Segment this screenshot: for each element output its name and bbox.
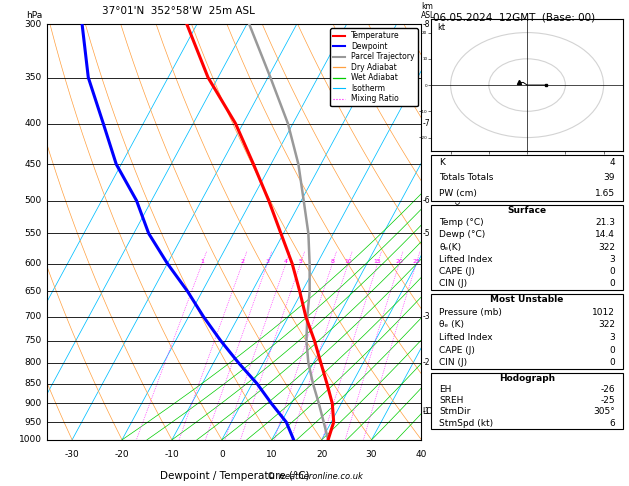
Text: -1: -1 [422,407,430,416]
Text: -20: -20 [114,450,130,459]
Text: -26: -26 [601,385,615,394]
Text: Temp (°C): Temp (°C) [439,218,484,227]
Text: CIN (J): CIN (J) [439,358,467,367]
Text: 700: 700 [25,312,42,321]
Text: CIN (J): CIN (J) [439,279,467,288]
Text: km
ASL: km ASL [421,2,436,20]
Text: 0: 0 [610,279,615,288]
Text: 750: 750 [25,336,42,345]
Text: -25: -25 [601,396,615,405]
Text: 350: 350 [25,73,42,82]
Text: Mixing Ratio (g/kg): Mixing Ratio (g/kg) [454,192,464,272]
Text: 1.65: 1.65 [595,189,615,197]
Text: 1: 1 [200,259,204,264]
Text: 40: 40 [416,450,427,459]
Text: 39: 39 [604,173,615,182]
Text: 6: 6 [610,418,615,428]
Text: 25: 25 [412,259,420,264]
Text: 322: 322 [598,320,615,330]
Text: SREH: SREH [439,396,464,405]
Text: Totals Totals: Totals Totals [439,173,494,182]
Text: Lifted Index: Lifted Index [439,333,493,342]
Text: 1012: 1012 [592,308,615,317]
Text: Surface: Surface [508,206,547,215]
Text: 1000: 1000 [19,435,42,444]
Text: Most Unstable: Most Unstable [491,295,564,304]
Text: 4: 4 [284,259,287,264]
Text: θₑ (K): θₑ (K) [439,320,464,330]
FancyBboxPatch shape [431,294,623,369]
Text: Dewp (°C): Dewp (°C) [439,230,486,240]
Text: LCL: LCL [422,407,436,416]
Text: 322: 322 [598,243,615,252]
Text: 10: 10 [344,259,352,264]
Text: EH: EH [439,385,452,394]
Text: 950: 950 [25,417,42,427]
Text: Lifted Index: Lifted Index [439,255,493,264]
Text: 20: 20 [316,450,327,459]
Text: 21.3: 21.3 [595,218,615,227]
Text: 450: 450 [25,160,42,169]
Text: -6: -6 [422,196,430,205]
Text: 06.05.2024  12GMT  (Base: 00): 06.05.2024 12GMT (Base: 00) [433,12,595,22]
Text: -10: -10 [165,450,179,459]
Text: 20: 20 [395,259,403,264]
Text: CAPE (J): CAPE (J) [439,346,475,355]
Text: 37°01'N  352°58'W  25m ASL: 37°01'N 352°58'W 25m ASL [102,6,255,16]
Text: -2: -2 [422,358,430,367]
Text: PW (cm): PW (cm) [439,189,477,197]
Text: 800: 800 [25,358,42,367]
Text: 0: 0 [610,358,615,367]
Text: -8: -8 [422,20,430,29]
Text: hPa: hPa [26,11,43,20]
Text: Pressure (mb): Pressure (mb) [439,308,502,317]
Text: StmDir: StmDir [439,407,470,417]
Text: 14.4: 14.4 [595,230,615,240]
Text: © weatheronline.co.uk: © weatheronline.co.uk [267,472,362,481]
Text: 305°: 305° [593,407,615,417]
Text: Dewpoint / Temperature (°C): Dewpoint / Temperature (°C) [160,471,309,481]
FancyBboxPatch shape [431,373,623,429]
Legend: Temperature, Dewpoint, Parcel Trajectory, Dry Adiabat, Wet Adiabat, Isotherm, Mi: Temperature, Dewpoint, Parcel Trajectory… [330,28,418,106]
Text: CAPE (J): CAPE (J) [439,267,475,276]
Text: 0: 0 [610,267,615,276]
Text: -7: -7 [422,119,430,128]
Text: Hodograph: Hodograph [499,374,555,383]
Text: kt: kt [437,23,445,33]
FancyBboxPatch shape [431,155,623,201]
Text: -30: -30 [65,450,79,459]
Text: 3: 3 [265,259,269,264]
Text: -3: -3 [422,312,430,321]
Text: StmSpd (kt): StmSpd (kt) [439,418,493,428]
Text: 8: 8 [330,259,334,264]
FancyBboxPatch shape [431,205,623,290]
Text: 5: 5 [298,259,302,264]
Text: 0: 0 [610,346,615,355]
Text: 500: 500 [25,196,42,205]
Text: 3: 3 [610,333,615,342]
Text: -5: -5 [422,229,430,238]
Text: 4: 4 [610,158,615,167]
Text: 850: 850 [25,379,42,388]
Text: 600: 600 [25,259,42,268]
Text: 10: 10 [266,450,277,459]
Text: 30: 30 [366,450,377,459]
Text: θₑ(K): θₑ(K) [439,243,461,252]
Text: 300: 300 [25,20,42,29]
Text: 900: 900 [25,399,42,408]
Text: 15: 15 [374,259,381,264]
Text: 3: 3 [610,255,615,264]
Text: 0: 0 [219,450,225,459]
Text: 650: 650 [25,287,42,295]
Text: 400: 400 [25,119,42,128]
Text: 550: 550 [25,229,42,238]
Text: K: K [439,158,445,167]
Text: 2: 2 [240,259,244,264]
